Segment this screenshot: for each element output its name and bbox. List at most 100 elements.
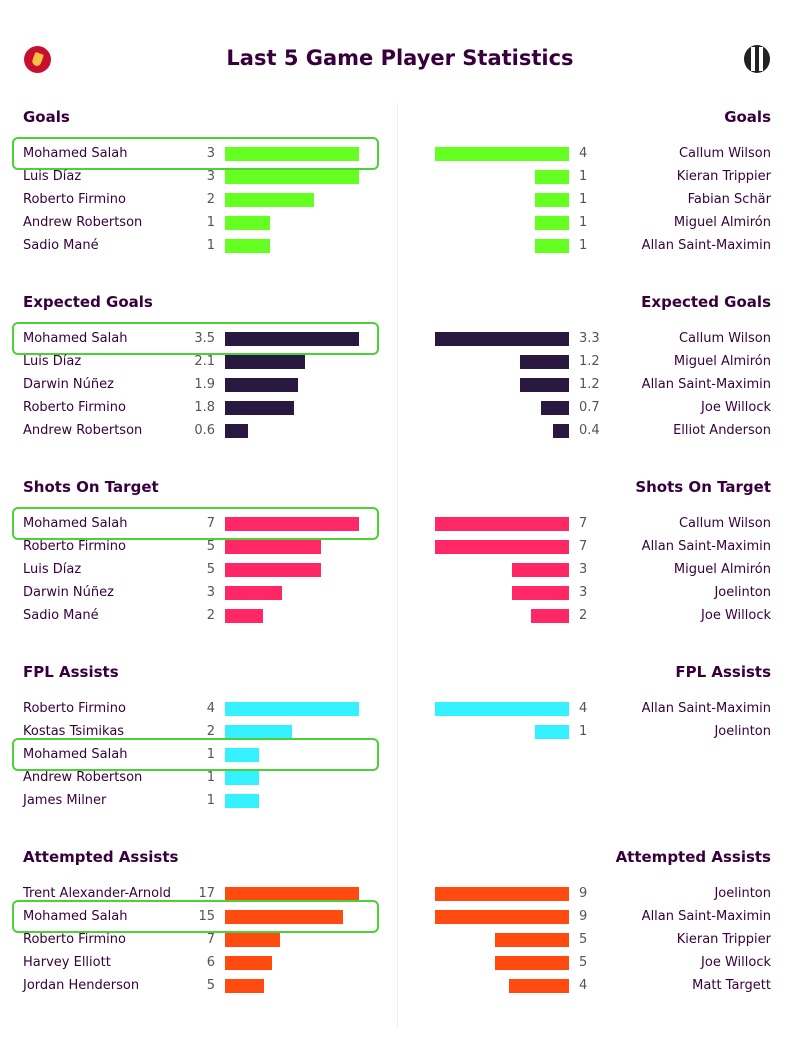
section-title-left: Shots On Target (23, 478, 159, 496)
stat-bar (535, 216, 569, 230)
stat-value: 9 (579, 909, 588, 924)
stat-value: 1 (579, 724, 588, 739)
stat-bar (225, 956, 272, 970)
player-name: Luis Díaz (23, 562, 82, 577)
stat-bar (520, 378, 569, 392)
stat-value: 3.3 (579, 331, 600, 346)
player-name: Mohamed Salah (23, 516, 128, 531)
stat-value: 3 (206, 169, 215, 184)
stat-value: 3 (579, 562, 588, 577)
player-name: Roberto Firmino (23, 932, 126, 947)
highlight-box (12, 507, 379, 540)
section-title-right: FPL Assists (675, 663, 771, 681)
player-name: Mohamed Salah (23, 146, 128, 161)
stat-value: 0.4 (579, 423, 600, 438)
stat-bar (512, 563, 569, 577)
stat-value: 1 (579, 238, 588, 253)
section-title-right: Attempted Assists (615, 848, 771, 866)
player-name: Joe Willock (701, 955, 771, 970)
section-title-left: FPL Assists (23, 663, 119, 681)
stat-bar (225, 239, 270, 253)
stat-value: 1 (206, 215, 215, 230)
player-name: Callum Wilson (678, 516, 771, 531)
player-name: Joelinton (714, 585, 771, 600)
player-name: Roberto Firmino (23, 539, 126, 554)
player-name: Miguel Almirón (673, 562, 771, 577)
stat-value: 1 (206, 747, 215, 762)
stat-value: 3.5 (194, 331, 215, 346)
stat-bar (225, 794, 259, 808)
player-name: Fabian Schär (687, 192, 771, 207)
stat-value: 5 (206, 978, 215, 993)
stat-value: 9 (579, 886, 588, 901)
player-name: Luis Díaz (23, 169, 82, 184)
player-name: Elliot Anderson (673, 423, 771, 438)
stat-bar (225, 424, 248, 438)
column-divider (397, 103, 398, 1028)
highlight-box (12, 322, 379, 355)
stat-value: 1.2 (579, 354, 600, 369)
player-name: Andrew Robertson (23, 423, 143, 438)
highlight-box (12, 137, 379, 170)
player-name: Roberto Firmino (23, 701, 126, 716)
stat-value: 2 (206, 608, 215, 623)
stat-bar (535, 170, 569, 184)
section-title-right: Expected Goals (641, 293, 771, 311)
player-name: Joelinton (714, 886, 771, 901)
player-name: Roberto Firmino (23, 192, 126, 207)
player-name: Kieran Trippier (676, 932, 771, 947)
player-name: Andrew Robertson (23, 215, 143, 230)
player-name: Harvey Elliott (23, 955, 111, 970)
page-title: Last 5 Game Player Statistics (226, 46, 574, 70)
stat-bar (225, 517, 359, 531)
stat-bar (225, 563, 321, 577)
liverpool-crest-icon (24, 46, 51, 73)
stat-bar (225, 586, 282, 600)
stat-bar (553, 424, 569, 438)
stat-value: 7 (206, 516, 215, 531)
stat-bar (531, 609, 569, 623)
stat-value: 6 (206, 955, 215, 970)
player-name: James Milner (23, 793, 107, 808)
player-name: Trent Alexander-Arnold (23, 886, 171, 901)
stat-value: 3 (206, 146, 215, 161)
stat-value: 1 (579, 169, 588, 184)
player-name: Allan Saint-Maximin (641, 238, 771, 253)
stat-value: 4 (579, 146, 588, 161)
player-name: Mohamed Salah (23, 747, 128, 762)
stat-bar (225, 216, 270, 230)
player-name: Allan Saint-Maximin (641, 377, 771, 392)
stat-bar (225, 771, 259, 785)
player-name: Sadio Mané (23, 238, 99, 253)
section-title-left: Goals (23, 108, 70, 126)
stat-value: 5 (206, 539, 215, 554)
stat-bar (225, 609, 263, 623)
stat-bar (435, 332, 569, 346)
stat-value: 7 (579, 516, 588, 531)
stat-bar (435, 517, 569, 531)
player-name: Darwin Núñez (23, 585, 114, 600)
player-name: Joelinton (714, 724, 771, 739)
stat-value: 1 (206, 793, 215, 808)
stat-value: 5 (206, 562, 215, 577)
stat-value: 4 (579, 978, 588, 993)
player-name: Sadio Mané (23, 608, 99, 623)
section-title-left: Attempted Assists (23, 848, 179, 866)
stat-value: 3 (579, 585, 588, 600)
stat-value: 4 (579, 701, 588, 716)
stat-bar (225, 401, 294, 415)
stat-value: 0.6 (194, 423, 215, 438)
stat-bar (225, 933, 280, 947)
stat-bar (225, 147, 359, 161)
player-name: Andrew Robertson (23, 770, 143, 785)
stat-bar (225, 979, 264, 993)
stat-value: 1.9 (194, 377, 215, 392)
stat-value: 4 (206, 701, 215, 716)
section-title-right: Shots On Target (635, 478, 771, 496)
section-title-left: Expected Goals (23, 293, 153, 311)
stat-bar (435, 702, 569, 716)
stat-bar (535, 725, 569, 739)
stat-value: 17 (198, 886, 215, 901)
player-name: Joe Willock (701, 608, 771, 623)
player-name: Roberto Firmino (23, 400, 126, 415)
